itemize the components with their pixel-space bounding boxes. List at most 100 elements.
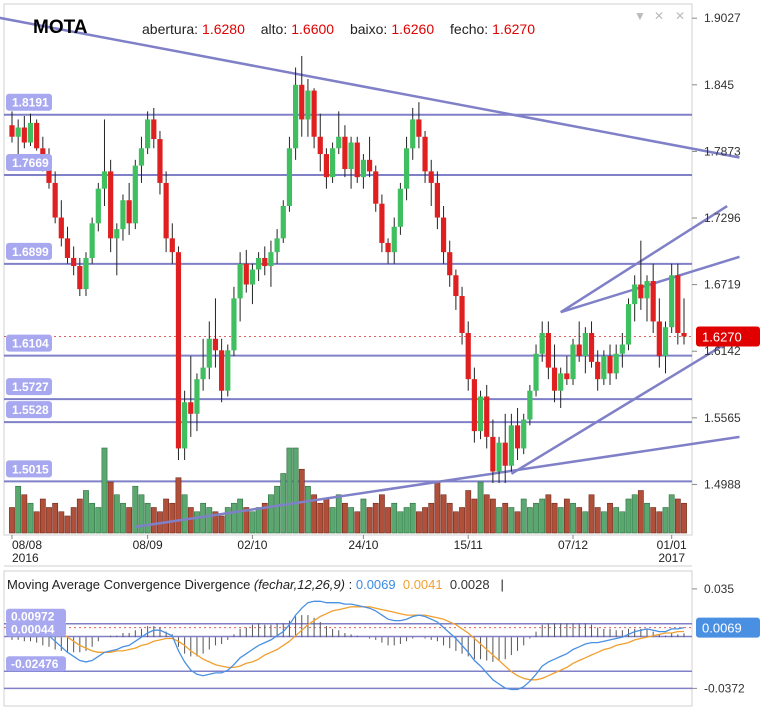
macd-tick-label: -0.0372 (704, 681, 745, 695)
candle-body (329, 148, 336, 178)
volume-bar (539, 498, 546, 534)
close-value: 1.6270 (492, 21, 535, 37)
level-label-box (6, 242, 52, 260)
low-label: baixo: (349, 21, 388, 37)
level-label-box (6, 460, 52, 478)
candle-body (440, 217, 447, 253)
candle-body (496, 442, 502, 472)
volume-bar (452, 511, 459, 534)
candle-body (447, 252, 453, 276)
candle-body (231, 298, 237, 351)
candle-body (342, 136, 348, 170)
candle-body (410, 119, 416, 149)
candle-body (182, 402, 188, 449)
volume-bar (46, 507, 52, 534)
candle-body (27, 122, 34, 143)
volume-bar (607, 502, 613, 534)
candle-body (625, 304, 632, 345)
volume-bar (557, 507, 564, 534)
macd-level-box (6, 608, 66, 624)
open-label: abertura: (142, 21, 199, 37)
macd-last-tag (696, 617, 760, 638)
volume-bar (594, 507, 601, 534)
volume-bar (650, 507, 657, 534)
signal-value: 0.0041 (402, 577, 443, 592)
channel-lower-line (510, 334, 741, 475)
volume-bar (533, 502, 539, 534)
candles (9, 55, 687, 484)
candle-body (120, 200, 126, 230)
candle-body (323, 154, 330, 178)
candle-body (336, 136, 342, 149)
candle-body (34, 122, 40, 149)
candle-body (262, 257, 268, 267)
candle-body (613, 353, 619, 374)
candle-body (52, 182, 58, 218)
volume-bar (163, 498, 170, 534)
macd-value: 0.0069 (355, 577, 396, 592)
candle-body (101, 171, 108, 189)
volume-bar (422, 507, 428, 534)
candle-body (576, 344, 582, 357)
candle-body (564, 373, 570, 380)
price-tick-label: 1.9027 (704, 11, 741, 25)
volume-bar (360, 498, 367, 534)
volume-bar (76, 498, 83, 534)
macd-level-label: 0.00044 (11, 623, 55, 637)
candle-body (126, 200, 132, 224)
macd-header: Moving Average Convergence Divergence (f… (7, 577, 504, 592)
close-icon[interactable]: ✕ (654, 9, 665, 23)
candle-body (650, 281, 656, 322)
level-label-box (6, 153, 52, 171)
volume-bar (305, 485, 311, 534)
volume-bar (243, 507, 250, 534)
candle-body (662, 327, 669, 357)
volume-bar (107, 481, 114, 534)
volume-bar (138, 494, 145, 534)
grid (3, 3, 693, 707)
candle-body (243, 263, 249, 285)
candle-body (274, 238, 280, 253)
volume-bar (600, 511, 607, 534)
remove-icon[interactable]: ✕ (675, 9, 686, 23)
volume-bar (563, 498, 570, 534)
volume-bar (514, 511, 521, 534)
date-tick-label: 08/08 (12, 538, 42, 552)
candle-body (157, 139, 163, 183)
volume-bar (237, 498, 244, 534)
candle-body (527, 390, 533, 420)
ohlc-readout: abertura: 1.6280 alto: 1.6600 baixo: 1.6260… (142, 21, 547, 37)
volume-bar (101, 447, 108, 534)
candle-body (477, 396, 484, 432)
volume-bars (9, 447, 687, 534)
candle-body (348, 142, 354, 170)
candle-body (539, 332, 545, 354)
downtrend-line (0, 16, 740, 159)
date-tick-label: 01/01 (657, 538, 687, 552)
macd-level-box (6, 621, 66, 637)
candle-body (286, 148, 293, 207)
candle-body (366, 159, 373, 172)
candle-body (607, 356, 613, 374)
volume-bar (187, 507, 194, 534)
trend-lines (0, 16, 741, 529)
volume-bar (483, 494, 490, 534)
volume-bar (249, 511, 256, 534)
volume-bar (372, 502, 379, 534)
volume-bar (120, 502, 126, 534)
candle-body (471, 379, 477, 432)
volume-bar (9, 507, 15, 534)
candle-body (175, 252, 182, 449)
candle-body (237, 263, 243, 299)
collapse-icon[interactable]: ▼ (634, 9, 646, 23)
candle-body (9, 125, 15, 137)
candle-body (15, 127, 21, 137)
candle-body (280, 206, 286, 239)
candle-body (551, 367, 558, 391)
volume-bar (212, 511, 219, 534)
candle-body (570, 344, 576, 380)
volume-bar (644, 502, 650, 534)
price-tick-label: 1.4988 (704, 477, 741, 491)
candle-body (521, 419, 527, 449)
